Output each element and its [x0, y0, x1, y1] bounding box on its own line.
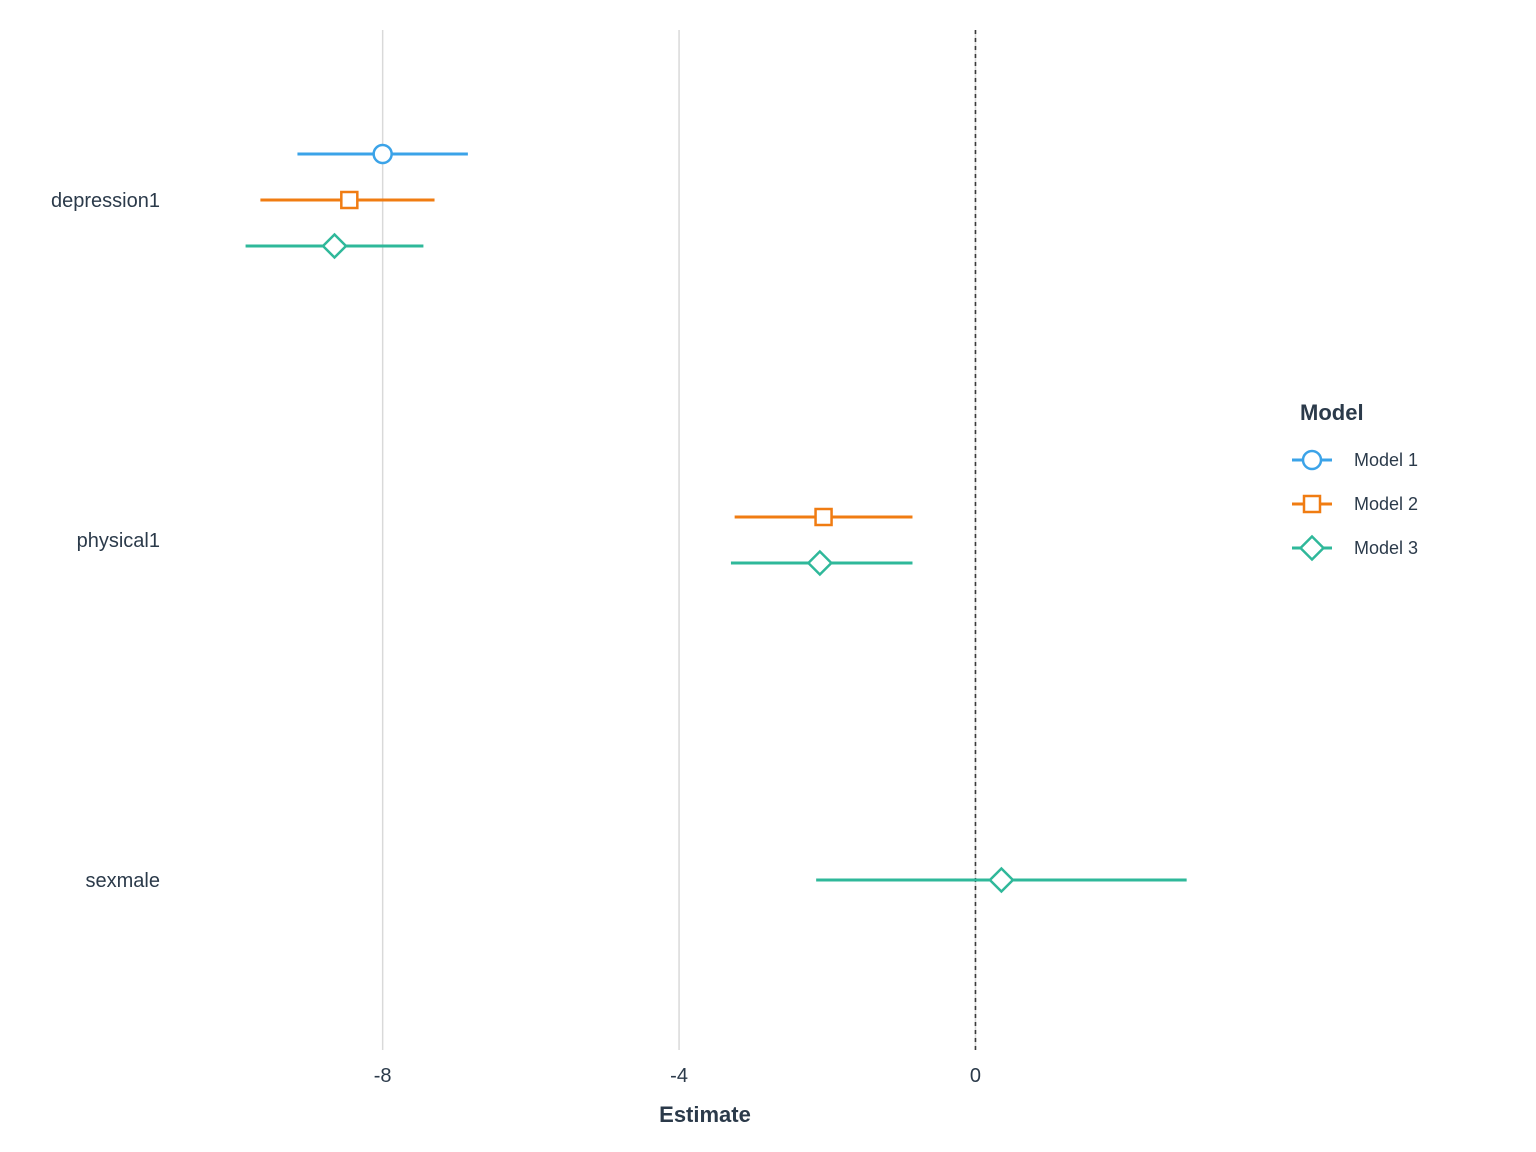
- legend-item: Model 3: [1292, 537, 1418, 560]
- svg-text:Model 2: Model 2: [1354, 494, 1418, 514]
- x-tick-label: 0: [970, 1065, 981, 1087]
- x-tick-label: -8: [374, 1065, 392, 1087]
- x-axis-label: Estimate: [659, 1102, 751, 1127]
- legend-title: Model: [1300, 400, 1364, 425]
- legend-item: Model 2: [1292, 494, 1418, 514]
- y-category-label: sexmale: [86, 870, 160, 892]
- y-category-label: depression1: [51, 190, 160, 212]
- svg-text:Model 3: Model 3: [1354, 538, 1418, 558]
- forest-plot: -8 -4 0 Estimate depression1 physical1 sexmale…: [0, 0, 1536, 1152]
- y-category-label: physical1: [77, 530, 160, 552]
- svg-text:Model 1: Model 1: [1354, 450, 1418, 470]
- x-tick-label: -4: [670, 1065, 688, 1087]
- legend-item: Model 1: [1292, 450, 1418, 470]
